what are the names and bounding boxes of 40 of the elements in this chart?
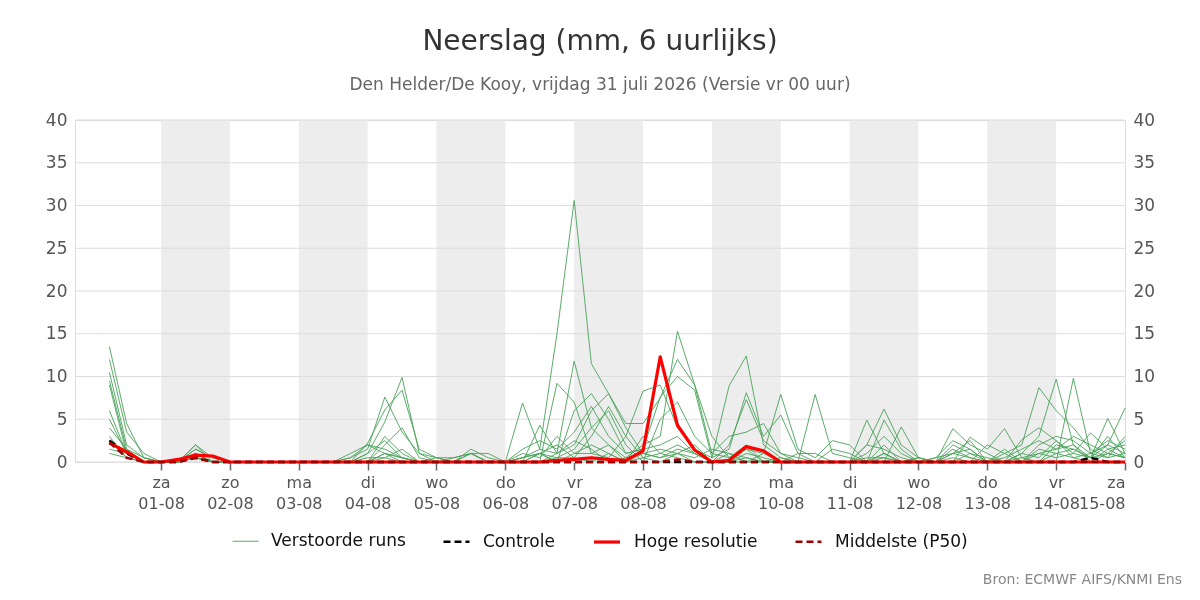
y-tick-label: 35 xyxy=(45,152,68,173)
x-tick-label: za 15-08 xyxy=(1079,472,1126,513)
x-tick-label: za 01-08 xyxy=(138,472,185,513)
x-tick-label: zo 09-08 xyxy=(689,472,736,513)
legend-label: Middelste (P50) xyxy=(835,530,968,551)
x-tick-label: vr 07-08 xyxy=(551,472,598,513)
x-tick-label: do 13-08 xyxy=(964,472,1012,513)
legend-label: Verstoorde runs xyxy=(271,530,406,551)
x-tick-label: do 06-08 xyxy=(482,472,530,513)
y2-tick-label: 30 xyxy=(1133,195,1156,215)
y2-tick-label: 10 xyxy=(1133,366,1156,386)
y-tick-label: 15 xyxy=(45,323,68,344)
y-tick-label: 10 xyxy=(45,366,68,386)
x-tick-label: ma 03-08 xyxy=(276,472,323,513)
x-tick-label: di 11-08 xyxy=(826,472,874,513)
legend-label: Controle xyxy=(483,530,555,551)
legend-label: Hoge resolutie xyxy=(634,531,758,551)
y-tick-label: 20 xyxy=(45,280,68,301)
x-tick-label: zo 02-08 xyxy=(207,472,254,513)
y2-tick-label: 5 xyxy=(1133,408,1145,429)
y-tick-label: 30 xyxy=(45,195,68,215)
y-tick-label: 40 xyxy=(45,109,68,130)
y2-tick-label: 0 xyxy=(1133,451,1145,472)
x-tick-label: di 04-08 xyxy=(344,472,392,513)
y2-tick-label: 15 xyxy=(1133,323,1156,344)
chart-subtitle: Den Helder/De Kooy, vrijdag 31 juli 2026 (Versie vr 00 uur) xyxy=(349,74,851,94)
x-tick-label: ma 10-08 xyxy=(757,472,805,513)
y2-tick-label: 40 xyxy=(1133,109,1156,130)
x-tick-label: wo 05-08 xyxy=(413,472,461,513)
x-tick-label: za 08-08 xyxy=(620,472,667,513)
y2-tick-label: 25 xyxy=(1133,237,1156,258)
y2-tick-label: 20 xyxy=(1133,280,1156,301)
y-tick-label: 25 xyxy=(45,237,68,258)
y-tick-label: 0 xyxy=(56,451,68,472)
y2-tick-label: 35 xyxy=(1133,152,1156,173)
x-tick-label: vr 14-08 xyxy=(1033,472,1080,513)
x-tick-label: wo 12-08 xyxy=(895,472,943,513)
chart-title: Neerslag (mm, 6 uurlijks) xyxy=(422,24,778,57)
y-tick-label: 5 xyxy=(56,408,68,429)
text: Bron: ECMWF AIFS/KNMI Ens xyxy=(982,571,1182,587)
